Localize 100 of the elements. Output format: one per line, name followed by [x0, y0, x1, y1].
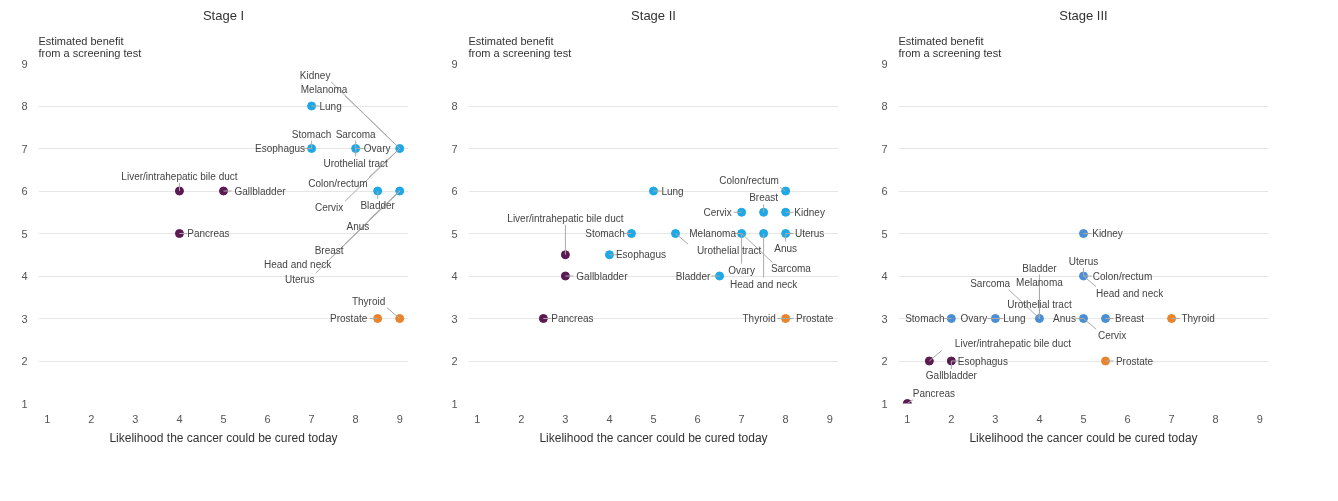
annotation: Lung	[1003, 313, 1026, 324]
x-axis-title: Likelihood the cancer could be cured today	[539, 430, 768, 445]
x-tick-label: 3	[132, 412, 139, 425]
annotation: Anus	[774, 242, 798, 254]
x-tick-label: 6	[694, 412, 701, 425]
annotation: Liver/intrahepatic bile duct	[507, 212, 624, 224]
y-tick-label: 8	[21, 100, 28, 112]
annotation: Breast	[749, 192, 779, 204]
annotation: Thyroid	[351, 295, 386, 307]
y-tick-label: 9	[881, 57, 888, 70]
x-tick-label: 3	[562, 412, 569, 425]
annotation: Esophagus	[255, 143, 306, 154]
annotation: Ovary	[728, 264, 755, 276]
y-tick-label: 3	[21, 312, 28, 325]
x-axis-title: Likelihood the cancer could be cured today	[969, 430, 1198, 445]
y-tick-label: 2	[21, 355, 28, 367]
x-tick-label: 9	[826, 412, 833, 425]
y-tick-label: 6	[451, 185, 458, 197]
x-tick-label: 3	[992, 412, 999, 425]
annotation: Cervix	[1097, 330, 1127, 342]
annotation: Melanoma	[300, 83, 348, 95]
annotation: Melanoma	[1016, 276, 1064, 288]
annotation: Kidney	[299, 69, 331, 81]
y-tick-label: 5	[21, 227, 28, 240]
y-tick-label: 6	[21, 185, 28, 197]
annotation: Urothelial tract	[696, 245, 762, 257]
annotation: Pancreas	[912, 387, 956, 399]
x-tick-label: 4	[176, 412, 183, 425]
y-tick-label: 1	[451, 397, 458, 410]
annotation: Sarcoma	[335, 128, 377, 140]
annotation: Bladder	[1022, 262, 1058, 274]
y-tick-label: 4	[451, 270, 458, 282]
annotation: Ovary	[363, 143, 391, 154]
x-tick-label: 2	[88, 412, 95, 425]
y-tick-label: 4	[21, 270, 28, 282]
annotation: Gallbladder	[234, 185, 287, 197]
annotation: Head and neck	[263, 258, 333, 270]
x-tick-label: 5	[1080, 412, 1087, 425]
annotation: Bladder	[675, 270, 711, 282]
x-tick-label: 1	[44, 412, 51, 425]
annotation: Colon/rectum	[308, 178, 368, 190]
annotation: Prostate	[330, 313, 368, 324]
x-tick-label: 7	[738, 412, 745, 425]
y-tick-label: 7	[21, 142, 28, 155]
annotation: Stomach	[585, 228, 625, 239]
annotation: Thyroid	[1181, 313, 1215, 324]
y-tick-label: 1	[881, 397, 888, 410]
annotation: Prostate	[796, 313, 834, 324]
annotation: Breast	[314, 244, 344, 256]
x-tick-label: 5	[220, 412, 227, 425]
annotation: Colon/rectum	[1092, 270, 1153, 282]
y-tick-label: 1	[21, 397, 28, 410]
annotation: Gallbladder	[576, 270, 629, 282]
annotation: Uterus	[794, 228, 825, 239]
y-tick-label: 9	[451, 57, 458, 70]
annotation: Pancreas	[551, 313, 594, 324]
annotation: Sarcoma	[970, 277, 1011, 289]
annotation: Bladder	[360, 200, 396, 211]
annotation: Sarcoma	[770, 263, 812, 275]
x-tick-label: 2	[948, 412, 955, 425]
chart-title: Stage I	[202, 7, 245, 23]
annotation: Anus	[346, 220, 370, 232]
x-tick-label: 4	[1036, 412, 1043, 425]
annotation: Anus	[1053, 313, 1076, 324]
annotation: Stomach	[291, 128, 332, 140]
y-tick-label: 8	[881, 100, 888, 112]
annotation: Kidney	[794, 206, 825, 218]
y-tick-label: 7	[881, 142, 888, 155]
x-tick-label: 8	[1212, 412, 1219, 425]
x-tick-label: 1	[904, 412, 911, 425]
y-tick-label: 8	[451, 100, 458, 112]
annotation: Kidney	[1092, 228, 1123, 239]
annotation: Uterus	[1068, 256, 1099, 267]
annotation: Liver/intrahepatic bile duct	[121, 171, 238, 182]
x-tick-label: 7	[1168, 412, 1175, 425]
annotation: Liver/intrahepatic bile duct	[954, 338, 1072, 350]
y-axis-title: Estimated benefit from a screening test	[38, 34, 142, 59]
x-tick-label: 6	[264, 412, 271, 425]
x-tick-label: 8	[352, 412, 359, 425]
x-tick-label: 5	[650, 412, 657, 425]
annotation: Head and neck	[729, 278, 799, 290]
annotation: Head and neck	[1095, 287, 1165, 299]
annotation: Uterus	[284, 274, 315, 286]
y-tick-label: 3	[451, 312, 458, 325]
y-axis-title: Estimated benefit from a screening test	[898, 34, 1002, 59]
annotation: Melanoma	[689, 228, 737, 239]
y-tick-label: 9	[21, 57, 28, 70]
x-tick-label: 8	[782, 412, 789, 425]
annotation: Urothelial tract	[323, 157, 389, 169]
y-tick-label: 5	[451, 227, 458, 240]
annotation: Gallbladder	[925, 370, 978, 381]
x-tick-label: 9	[396, 412, 403, 425]
x-tick-label: 6	[1124, 412, 1131, 425]
annotation: Stomach	[905, 313, 945, 324]
x-axis-title: Likelihood the cancer could be cured today	[109, 430, 338, 445]
annotation: Prostate	[1115, 355, 1154, 367]
annotation: Breast	[1115, 313, 1145, 324]
annotation: Urothelial tract	[1007, 298, 1072, 310]
annotation: Cervix	[314, 202, 344, 214]
x-tick-label: 7	[308, 412, 315, 425]
